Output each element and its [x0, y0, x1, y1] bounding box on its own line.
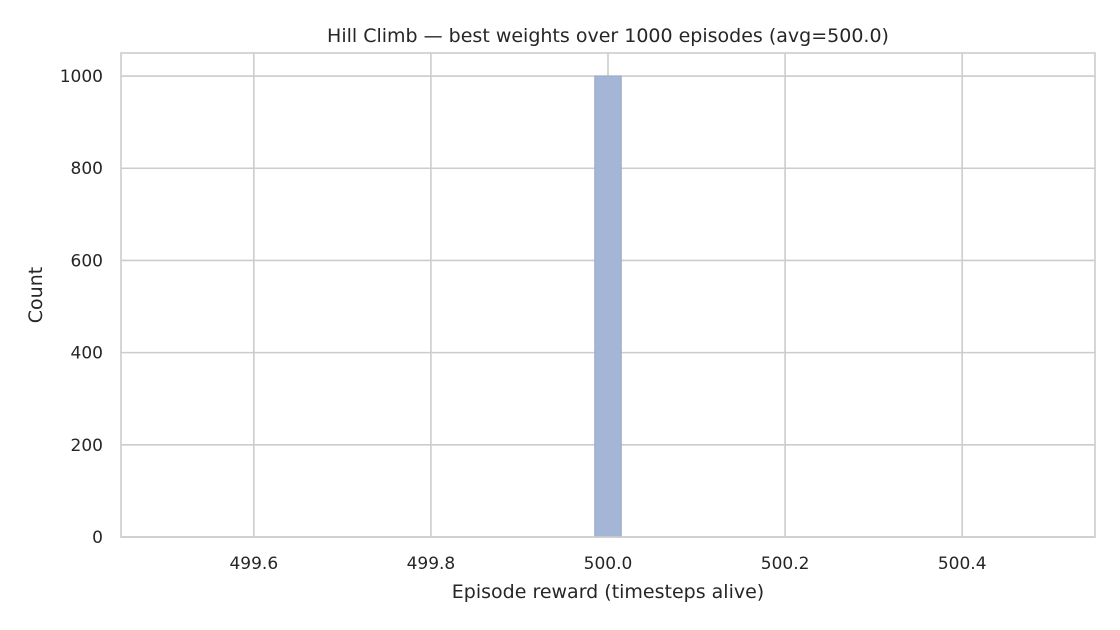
- y-tick-label: 800: [71, 159, 103, 179]
- y-tick-label: 1000: [60, 67, 103, 87]
- plot-frame: [120, 52, 1096, 538]
- y-tick-labels: 0 200 400 600 800 1000: [60, 67, 103, 548]
- y-tick-label: 400: [71, 344, 103, 364]
- x-tick-label: 499.8: [407, 554, 456, 574]
- y-tick-label: 0: [92, 528, 103, 548]
- histogram-bar: [594, 75, 622, 538]
- x-tick-labels: 499.6 499.8 500.0 500.2 500.4: [229, 554, 986, 574]
- histogram-bars: [594, 75, 622, 538]
- x-tick-label: 499.6: [229, 554, 278, 574]
- chart-title: Hill Climb — best weights over 1000 epis…: [327, 25, 889, 47]
- x-tick-label: 500.0: [584, 554, 633, 574]
- x-axis-title: Episode reward (timesteps alive): [452, 581, 764, 603]
- x-tick-label: 500.2: [761, 554, 810, 574]
- y-tick-label: 200: [71, 436, 103, 456]
- y-tick-label: 600: [71, 251, 103, 271]
- y-axis-title: Count: [25, 267, 47, 323]
- x-tick-label: 500.4: [938, 554, 987, 574]
